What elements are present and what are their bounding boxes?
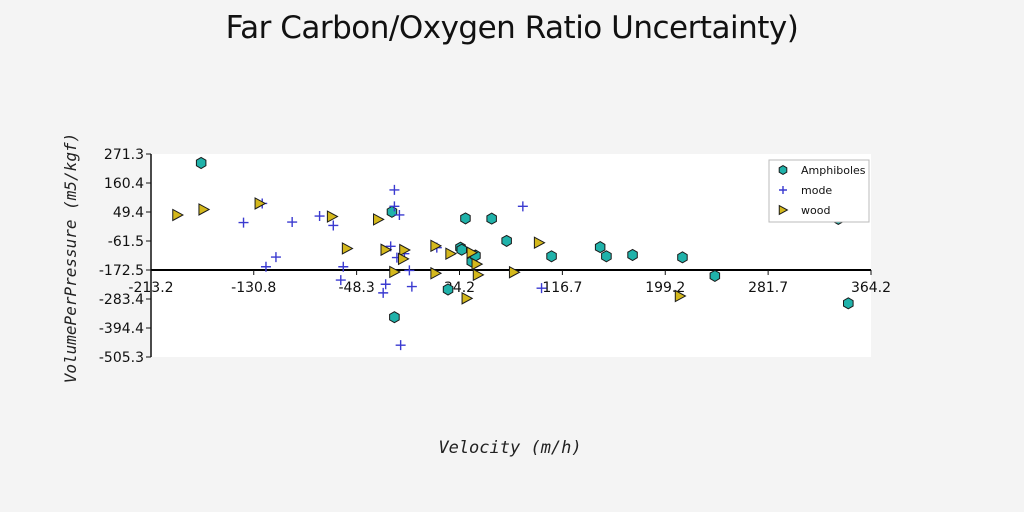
point-wood <box>466 246 479 259</box>
point-mode <box>380 279 391 290</box>
point-amphiboles <box>501 234 512 247</box>
x-axis-label: Velocity (m/h) <box>438 438 582 458</box>
point-wood <box>430 266 443 280</box>
point-wood <box>326 210 339 223</box>
x-tick-label: 281.7 <box>748 280 788 296</box>
y-tick-label: -394.4 <box>99 321 144 337</box>
legend: Amphiboles mode wood <box>768 159 870 223</box>
point-amphiboles <box>843 297 854 310</box>
point-mode <box>378 287 389 298</box>
point-mode <box>536 283 547 294</box>
y-tick-label: 160.4 <box>104 176 144 192</box>
x-tick-label: -130.8 <box>231 280 276 296</box>
point-amphiboles <box>456 243 467 256</box>
point-wood <box>389 265 401 279</box>
point-wood <box>461 292 474 305</box>
point-wood <box>397 252 410 266</box>
point-mode <box>394 209 405 220</box>
point-amphiboles <box>486 212 497 225</box>
point-mode <box>238 217 249 228</box>
point-mode <box>395 340 406 351</box>
point-mode <box>404 265 415 276</box>
point-amphiboles <box>627 248 638 262</box>
point-wood <box>172 208 184 222</box>
point-wood <box>472 268 485 282</box>
point-mode <box>314 211 325 222</box>
point-wood <box>471 257 484 271</box>
point-mode <box>517 201 528 212</box>
point-mode <box>335 275 346 286</box>
point-wood <box>341 242 354 255</box>
x-tick-label: 364.2 <box>851 280 891 296</box>
point-mode <box>389 184 400 195</box>
y-tick-label: -505.3 <box>99 350 144 366</box>
point-amphiboles <box>460 212 471 225</box>
point-mode <box>287 217 298 228</box>
point-amphiboles <box>389 311 400 324</box>
data-points <box>172 156 854 351</box>
legend-label: Amphiboles <box>801 164 866 177</box>
x-tick-label: -48.3 <box>339 280 375 296</box>
point-wood <box>399 243 411 257</box>
point-amphiboles <box>546 250 557 263</box>
point-wood <box>533 236 546 250</box>
point-wood <box>198 203 211 216</box>
point-wood <box>430 239 443 253</box>
point-mode <box>389 201 400 212</box>
y-tick-label: -283.4 <box>99 292 144 308</box>
point-wood <box>674 289 687 303</box>
point-mode <box>406 281 417 292</box>
point-wood <box>254 197 267 210</box>
point-wood <box>380 243 393 257</box>
point-amphiboles <box>195 156 207 170</box>
point-amphiboles <box>709 269 721 282</box>
legend-marker <box>779 186 787 194</box>
point-wood <box>508 265 521 279</box>
y-tick-label: -172.5 <box>99 263 144 279</box>
point-amphiboles <box>442 283 454 296</box>
chart-title: Far Carbon/Oxygen Ratio Uncertainty) <box>225 10 799 46</box>
y-tick-label: 49.4 <box>113 205 144 221</box>
x-tick-label: 116.7 <box>542 280 582 296</box>
legend-marker <box>778 204 789 216</box>
legend-label: mode <box>801 184 832 197</box>
point-amphiboles <box>677 251 688 264</box>
point-amphiboles <box>594 241 606 254</box>
point-amphiboles <box>601 250 612 263</box>
y-axis-ticks: 271.3 160.4 49.4 -61.5 -172.5 -283.4 -394.4 -50… <box>99 147 151 366</box>
x-tick-label: -213.2 <box>128 280 173 296</box>
point-mode <box>260 261 271 272</box>
point-mode <box>338 261 349 272</box>
y-tick-label: -61.5 <box>108 234 144 250</box>
y-tick-label: 271.3 <box>104 147 144 163</box>
plot-area <box>151 154 871 357</box>
point-wood <box>373 213 385 226</box>
point-wood <box>445 247 458 261</box>
legend-marker <box>778 165 788 175</box>
point-mode <box>270 252 281 263</box>
y-axis-label: VolumePerPressure (m5/kgf) <box>61 132 80 384</box>
point-mode <box>328 220 339 231</box>
legend-label: wood <box>801 204 830 217</box>
